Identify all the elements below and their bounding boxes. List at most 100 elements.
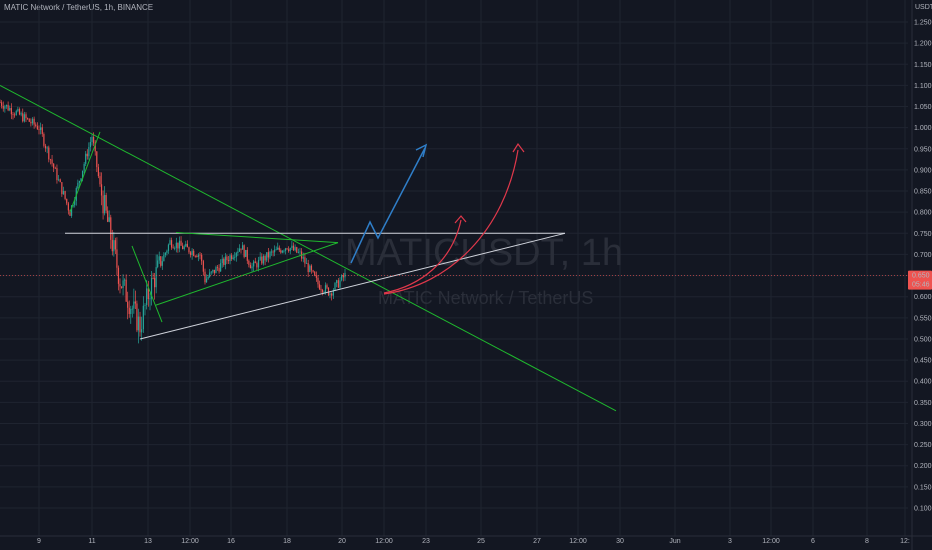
price-tick-label: 0.350 (914, 400, 932, 407)
candle-body (220, 263, 222, 272)
candle-body (307, 263, 309, 272)
candle-body (289, 247, 291, 252)
candle-body (54, 168, 56, 169)
candle-body (291, 245, 293, 248)
price-tick-label: 0.750 (914, 231, 932, 238)
candle-body (157, 260, 159, 268)
descending-trendline[interactable] (0, 84, 617, 412)
ascending-support-line[interactable] (139, 232, 566, 340)
candle-body (124, 279, 126, 281)
candle-body (253, 261, 255, 267)
candle-body (274, 249, 276, 253)
candle-body (272, 251, 274, 253)
time-tick-label: 11 (88, 538, 95, 545)
candle-body (191, 250, 193, 255)
candle-body (125, 279, 127, 302)
time-tick-label: 27 (533, 538, 541, 545)
candle-body (278, 247, 280, 251)
candle-body (164, 252, 166, 255)
candle-body (237, 251, 239, 253)
candle-body (43, 134, 45, 146)
price-tick-label: 0.500 (914, 336, 932, 343)
candle-body (266, 252, 268, 261)
candle-body (169, 240, 171, 245)
candle-body (67, 203, 69, 211)
candle-body (127, 301, 129, 308)
candle-body (251, 266, 253, 269)
candle-body (167, 244, 170, 251)
candle-body (326, 285, 328, 288)
chart-symbol-header[interactable]: MATIC Network / TetherUS, 1h, BINANCE (4, 3, 154, 12)
time-tick-label: 12:00 (762, 538, 780, 545)
red-projection-curve[interactable] (383, 149, 519, 295)
candle-body (339, 280, 341, 288)
candle-body (189, 252, 192, 255)
candle-body (100, 184, 103, 196)
candle-body (226, 256, 228, 261)
candle-body (310, 265, 313, 271)
red-projection-curve[interactable] (383, 219, 462, 294)
price-tick-label: 0.300 (914, 421, 932, 428)
candle-body (105, 195, 107, 211)
candle-body (166, 250, 168, 253)
arrow-head (415, 143, 428, 158)
candle-body (342, 275, 344, 278)
candle-body (302, 257, 304, 259)
candle-body (221, 258, 223, 264)
candle-body (69, 210, 71, 216)
candle-body (12, 114, 14, 116)
candle-body (152, 278, 154, 279)
candle-body (72, 205, 74, 207)
price-tick-label: 1.150 (914, 62, 932, 69)
price-tick-label: 0.150 (914, 484, 932, 491)
candle-body (240, 248, 242, 250)
candle-body (130, 309, 132, 314)
candle-body (161, 261, 163, 266)
price-tick-label: 0.850 (914, 189, 932, 196)
candle-body (196, 256, 198, 258)
candle-body (22, 113, 24, 122)
candle-body (136, 303, 138, 331)
wedge-support-line[interactable] (155, 242, 339, 306)
candle-body (193, 250, 195, 256)
candle-body (261, 256, 263, 264)
candle-body (0, 102, 1, 104)
time-tick-label: 25 (477, 538, 485, 545)
candle-body (197, 254, 200, 258)
candle-body (80, 178, 82, 181)
blue-projection-path[interactable] (350, 147, 426, 264)
candle-body (1, 102, 3, 106)
candle-body (149, 298, 151, 300)
candle-body (259, 256, 261, 260)
candle-body (213, 269, 215, 274)
price-tick-label: 0.700 (914, 252, 932, 259)
green-trendline-short[interactable] (69, 131, 101, 213)
candle-body (281, 250, 283, 253)
candle-body (35, 124, 37, 127)
green-trendline-short[interactable] (131, 245, 163, 323)
candle-body (23, 114, 25, 122)
candle-body (81, 170, 84, 179)
candle-body (137, 316, 140, 331)
candle-body (210, 271, 212, 273)
candle-body (110, 217, 112, 240)
candle-body (286, 248, 288, 250)
candle-body (97, 167, 99, 177)
candle-body (178, 240, 181, 249)
candle-body (327, 287, 330, 296)
candle-body (185, 243, 187, 247)
candle-body (96, 151, 98, 168)
price-tick-label: 0.100 (914, 506, 932, 513)
candle-body (332, 290, 334, 296)
candle-body (122, 280, 124, 288)
candle-body (158, 256, 160, 261)
wedge-top-line[interactable] (175, 231, 339, 244)
candle-body (215, 267, 217, 274)
candle-body (201, 254, 203, 262)
candle-body (329, 293, 331, 296)
candle-body (117, 267, 120, 284)
candle-body (33, 118, 35, 125)
time-tick-label: 13 (144, 538, 152, 545)
candle-body (144, 304, 146, 306)
